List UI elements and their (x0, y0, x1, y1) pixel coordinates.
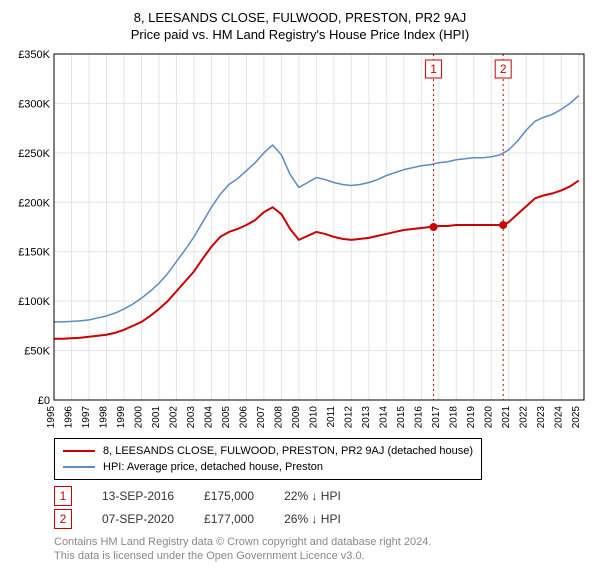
svg-text:2008: 2008 (273, 406, 284, 429)
chart-svg: £0 £50K £100K £150K £200K £250K £300K £350K 1995… (12, 50, 588, 430)
svg-text:2006: 2006 (238, 406, 249, 429)
footer-line: Contains HM Land Registry data © Crown c… (54, 535, 588, 549)
svg-text:1998: 1998 (98, 406, 109, 429)
svg-text:2015: 2015 (396, 406, 407, 429)
svg-text:£100K: £100K (18, 296, 50, 308)
svg-text:2017: 2017 (431, 406, 442, 429)
svg-text:£0: £0 (38, 395, 50, 407)
svg-text:2014: 2014 (378, 406, 389, 429)
svg-text:2021: 2021 (501, 406, 512, 429)
svg-text:1999: 1999 (116, 406, 127, 429)
sale-price: £177,000 (204, 512, 254, 526)
sale-price: £175,000 (204, 489, 254, 503)
footer-line: This data is licensed under the Open Gov… (54, 549, 588, 563)
chart: £0 £50K £100K £150K £200K £250K £300K £350K 1995… (12, 50, 588, 430)
svg-text:2011: 2011 (326, 406, 337, 428)
svg-text:1995: 1995 (46, 406, 57, 429)
footer-text: Contains HM Land Registry data © Crown c… (54, 535, 588, 563)
svg-text:£150K: £150K (18, 247, 50, 259)
svg-text:2007: 2007 (256, 406, 267, 429)
svg-text:2005: 2005 (221, 406, 232, 429)
legend: 8, LEESANDS CLOSE, FULWOOD, PRESTON, PR2… (54, 438, 482, 480)
page-title: 8, LEESANDS CLOSE, FULWOOD, PRESTON, PR2… (12, 10, 588, 25)
sale-date: 13-SEP-2016 (102, 489, 174, 503)
svg-text:£200K: £200K (18, 197, 50, 209)
sale-delta: 22% ↓ HPI (284, 489, 341, 503)
page-subtitle: Price paid vs. HM Land Registry's House … (12, 27, 588, 42)
svg-text:2: 2 (500, 62, 507, 76)
svg-text:2020: 2020 (483, 406, 494, 429)
svg-text:2004: 2004 (203, 406, 214, 429)
sale-date: 07-SEP-2020 (102, 512, 174, 526)
svg-text:2001: 2001 (151, 406, 162, 429)
sale-delta: 26% ↓ HPI (284, 512, 341, 526)
svg-text:1996: 1996 (63, 406, 74, 429)
svg-text:2009: 2009 (291, 406, 302, 429)
svg-text:2019: 2019 (466, 406, 477, 429)
svg-text:2003: 2003 (186, 406, 197, 429)
svg-text:2000: 2000 (133, 406, 144, 429)
legend-row: HPI: Average price, detached house, Pres… (63, 459, 473, 475)
legend-swatch (63, 466, 95, 468)
svg-text:£250K: £250K (18, 148, 50, 160)
svg-text:£300K: £300K (18, 98, 50, 110)
svg-text:2010: 2010 (308, 406, 319, 429)
svg-text:£350K: £350K (18, 50, 50, 61)
svg-text:2018: 2018 (448, 406, 459, 429)
svg-text:2016: 2016 (413, 406, 424, 429)
legend-label: 8, LEESANDS CLOSE, FULWOOD, PRESTON, PR2… (103, 443, 473, 459)
svg-text:1: 1 (430, 62, 437, 76)
svg-text:2022: 2022 (518, 406, 529, 429)
sale-row: 1 13-SEP-2016 £175,000 22% ↓ HPI (54, 486, 588, 506)
svg-text:2013: 2013 (361, 406, 372, 429)
svg-text:£50K: £50K (24, 346, 50, 358)
svg-text:1997: 1997 (81, 406, 92, 429)
svg-text:2024: 2024 (553, 406, 564, 429)
legend-label: HPI: Average price, detached house, Pres… (103, 459, 323, 475)
svg-text:2023: 2023 (536, 406, 547, 429)
sale-row: 2 07-SEP-2020 £177,000 26% ↓ HPI (54, 509, 588, 529)
svg-text:2002: 2002 (168, 406, 179, 429)
svg-text:2025: 2025 (571, 406, 582, 429)
legend-swatch (63, 450, 95, 452)
sale-badge: 1 (54, 486, 72, 506)
container: 8, LEESANDS CLOSE, FULWOOD, PRESTON, PR2… (0, 0, 600, 571)
sale-badge: 2 (54, 509, 72, 529)
legend-row: 8, LEESANDS CLOSE, FULWOOD, PRESTON, PR2… (63, 443, 473, 459)
svg-text:2012: 2012 (343, 406, 354, 429)
